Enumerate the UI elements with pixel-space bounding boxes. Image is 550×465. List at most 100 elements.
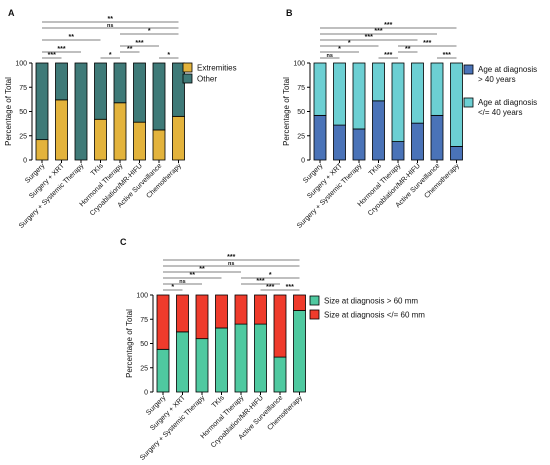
y-tick-label: 75 [140, 317, 148, 324]
significance-label: * [338, 46, 341, 53]
bar-segment [254, 323, 267, 393]
bar-segment [411, 122, 424, 161]
bar-segment [215, 294, 228, 329]
significance-label: ** [108, 16, 114, 23]
bar-segment [273, 356, 287, 393]
significance-label: *** [48, 52, 56, 59]
bar-segment [176, 294, 189, 333]
y-tick-label: 25 [19, 133, 27, 140]
significance-label: * [148, 28, 151, 35]
bar-segment [215, 327, 228, 393]
bar-segment [74, 62, 88, 161]
bar-segment [172, 62, 185, 117]
bar-segment [450, 146, 463, 161]
bar-segment [430, 62, 444, 116]
y-tick-label: 25 [140, 365, 148, 372]
significance-label: *** [423, 40, 431, 47]
y-tick-label: 100 [15, 61, 27, 68]
x-tick-label: TKIs [211, 394, 226, 409]
y-tick-label: 75 [19, 85, 27, 92]
significance-label: ** [199, 266, 205, 273]
legend-swatch [463, 64, 474, 75]
bar-segment [333, 62, 346, 126]
significance-label: *** [266, 284, 274, 291]
y-tick-label: 0 [144, 390, 148, 397]
legend-label: Other [197, 75, 217, 84]
bar-segment [293, 294, 306, 311]
significance-label: *** [227, 254, 235, 261]
significance-label: *** [384, 52, 392, 59]
legend-label: Age at diagnosis </= 40 years [478, 98, 537, 117]
bar-segment [133, 62, 146, 123]
bar-segment [293, 310, 306, 393]
legend-label: Age at diagnosis > 40 years [478, 65, 537, 84]
bar-segment [94, 118, 107, 161]
y-tick-label: 0 [23, 158, 27, 165]
y-tick-label: 50 [297, 109, 305, 116]
y-tick-label: 100 [293, 61, 305, 68]
y-axis-label: Percentage of Total [4, 77, 13, 146]
legend-label: Size at diagnosis </= 60 mm [324, 311, 425, 320]
bar-segment [352, 62, 366, 130]
bar-segment [152, 62, 166, 131]
bar-segment [411, 62, 424, 124]
bar-segment [35, 62, 49, 141]
significance-label: *** [374, 28, 382, 35]
significance-label: *** [57, 46, 65, 53]
bar-segment [234, 294, 248, 325]
y-tick-label: 100 [136, 293, 148, 300]
bar-segment [172, 115, 185, 161]
bar-segment [372, 62, 385, 102]
bar-segment [156, 294, 170, 350]
bar-segment [372, 100, 385, 161]
bar-segment [55, 99, 68, 161]
significance-label: * [171, 284, 174, 291]
significance-label: *** [443, 52, 451, 59]
legend-swatch [182, 62, 193, 73]
bar-segment [94, 62, 107, 120]
y-tick-label: 50 [19, 109, 27, 116]
significance-label: * [269, 272, 272, 279]
bar-segment [352, 128, 366, 161]
y-axis-label: Percentage of Total [282, 77, 291, 146]
bar-segment [113, 62, 127, 104]
legend-swatch [309, 295, 320, 306]
significance-label: ** [127, 46, 133, 53]
significance-label: ns [179, 279, 185, 285]
bar-segment [333, 124, 346, 161]
bar-segment [113, 102, 127, 161]
significance-label: ** [190, 272, 196, 279]
bar-segment [234, 323, 248, 393]
significance-label: ** [405, 46, 411, 53]
significance-label: *** [384, 22, 392, 29]
x-tick-label: Chemotherapy [145, 162, 183, 200]
x-tick-label: Chemotherapy [423, 162, 461, 200]
significance-label: * [348, 40, 351, 47]
bar-segment [430, 114, 444, 161]
significance-label: * [109, 52, 112, 59]
panel-label: A [8, 8, 15, 18]
significance-label: ns [107, 23, 113, 29]
bar-segment [156, 348, 170, 393]
bar-segment [35, 139, 49, 161]
significance-label: * [167, 52, 170, 59]
x-tick-label: Chemotherapy [266, 394, 304, 432]
significance-label: ns [327, 53, 333, 59]
bar-segment [55, 62, 68, 101]
panel-label: C [120, 237, 127, 247]
bar-segment [195, 294, 209, 340]
bar-segment [273, 294, 287, 358]
legend-swatch [182, 73, 193, 84]
bar-segment [450, 62, 463, 147]
y-tick-label: 75 [297, 85, 305, 92]
significance-label: *** [135, 40, 143, 47]
bar-segment [152, 129, 166, 161]
y-axis-label: Percentage of Total [125, 309, 134, 378]
bar-segment [313, 114, 327, 161]
legend-swatch [463, 97, 474, 108]
significance-label: *** [256, 278, 264, 285]
